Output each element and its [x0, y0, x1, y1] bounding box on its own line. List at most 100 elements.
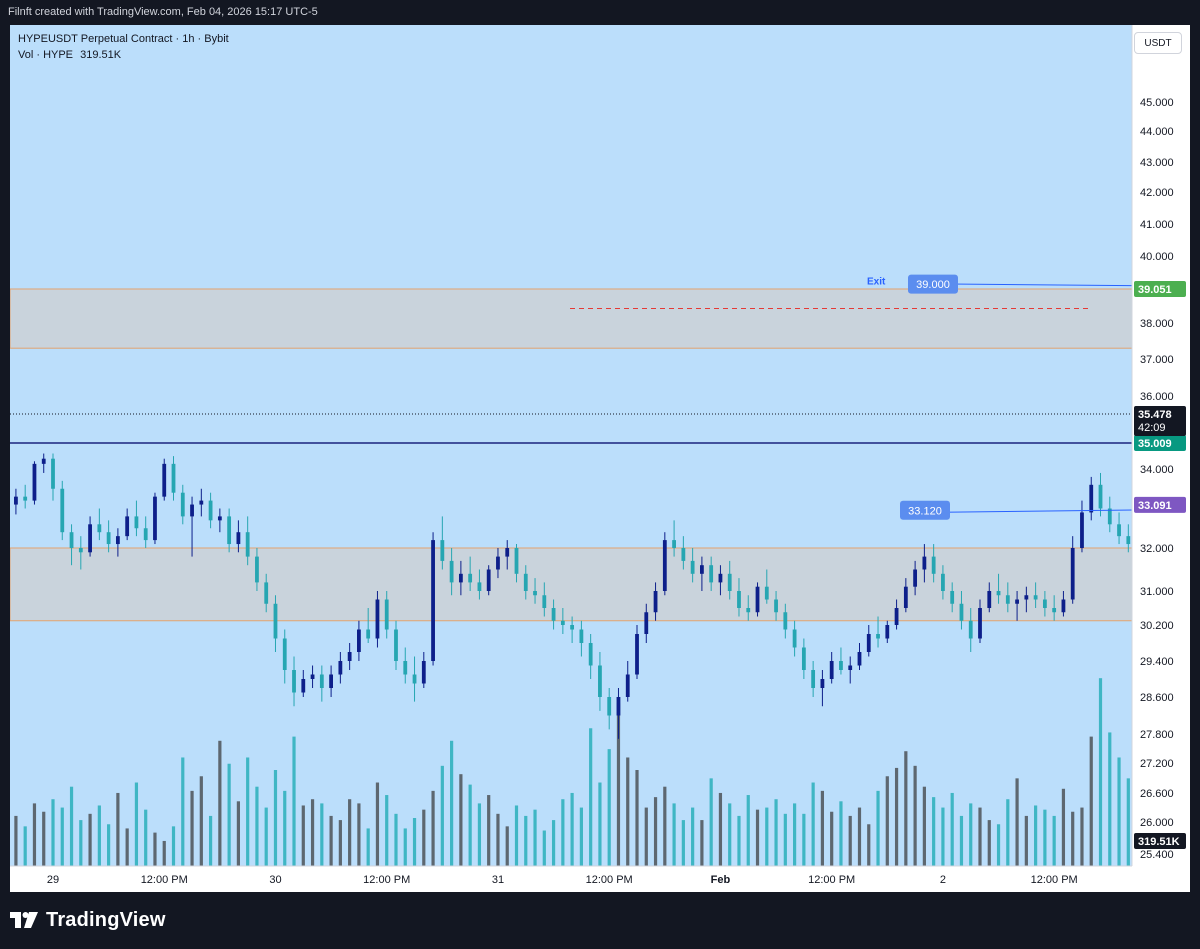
volume-bar — [607, 749, 611, 866]
candle-body — [746, 608, 751, 613]
symbol-title: HYPEUSDT Perpetual Contract · 1h · Bybit — [18, 33, 229, 45]
volume-bar — [904, 751, 908, 866]
candle-body — [319, 674, 324, 688]
candle-body — [282, 638, 287, 670]
volume-bar — [1089, 736, 1093, 866]
support-zone — [10, 547, 1133, 622]
volume-bar — [199, 776, 203, 866]
volume-bar — [876, 790, 880, 866]
volume-bar — [422, 809, 426, 866]
candle-body — [1061, 599, 1066, 613]
candle-body — [866, 634, 871, 652]
candle-body — [1126, 536, 1131, 545]
candle-body — [848, 665, 853, 670]
stop-callout-line — [899, 508, 1190, 514]
candle-body — [1098, 484, 1103, 509]
candle-body — [412, 674, 417, 684]
volume-legend-value: 319.51K — [80, 49, 122, 61]
candle-body — [421, 661, 426, 684]
volume-bar — [746, 795, 750, 866]
volume-bar — [533, 809, 537, 866]
volume-bar — [42, 811, 46, 866]
price-tick-label: 27.800 — [1140, 729, 1174, 741]
volume-bar — [737, 815, 741, 866]
candle-body — [245, 532, 250, 557]
volume-bar — [487, 795, 491, 866]
volume-bar — [283, 790, 287, 866]
volume-bar — [1080, 807, 1084, 866]
tradingview-logo-icon — [10, 912, 38, 928]
candle-body — [403, 661, 408, 675]
candle-body — [134, 516, 139, 529]
volume-bar — [950, 792, 954, 866]
candle-body — [1089, 484, 1094, 513]
volume-bar — [255, 786, 259, 866]
candle-body — [941, 573, 945, 591]
chart-pane[interactable]: 39.000 Exit 33.120 45.000 44.000 43.000 42.000… — [10, 25, 1190, 892]
volume-bar — [107, 824, 111, 866]
time-tick-label: 12:00 PM — [808, 874, 855, 886]
price-tick-label: 37.000 — [1140, 354, 1174, 366]
volume-bar — [848, 815, 852, 866]
candle-body — [616, 697, 621, 716]
volume-bar — [793, 803, 797, 866]
volume-bar — [561, 799, 565, 866]
candle-body — [820, 679, 825, 688]
candle-body — [978, 608, 982, 639]
candle-body — [190, 504, 194, 517]
price-tick-label: 42.000 — [1140, 187, 1174, 199]
candle-body — [264, 582, 269, 604]
candle-body — [653, 591, 658, 613]
candle-body — [635, 634, 639, 675]
volume-bar — [88, 813, 92, 866]
footer-bar — [0, 892, 1200, 949]
candle-body — [394, 629, 398, 661]
volume-bar — [579, 807, 583, 866]
candle-body — [440, 540, 445, 561]
candle-body — [1052, 608, 1057, 613]
volume-bar — [551, 820, 556, 866]
candle-body — [125, 516, 130, 537]
candlestick-chart[interactable]: 39.000 Exit 33.120 45.000 44.000 43.000 42.000… — [10, 25, 1190, 892]
volume-bar — [1015, 778, 1019, 866]
candle-body — [588, 643, 593, 666]
volume-axis-badge-bg — [1134, 833, 1186, 849]
candle-body — [162, 463, 167, 497]
volume-bar — [338, 820, 342, 866]
zone-top-price-badge-bg — [1134, 281, 1186, 297]
volume-bar — [969, 803, 973, 866]
time-tick-label: 2 — [940, 874, 946, 886]
candle-body — [78, 548, 83, 553]
candle-body — [959, 603, 964, 621]
volume-bar — [348, 799, 352, 866]
current-price-badge: 35.478 — [1138, 409, 1172, 421]
candle-body — [857, 652, 862, 666]
volume-bar — [292, 736, 296, 866]
volume-bar — [1098, 678, 1103, 866]
volume-bar — [1052, 815, 1056, 866]
volume-bar — [116, 792, 120, 866]
price-tick-label: 43.000 — [1140, 157, 1174, 169]
volume-bar — [375, 782, 380, 866]
currency-button[interactable]: USDT — [1134, 32, 1182, 54]
candle-body — [255, 556, 259, 583]
candle-body — [542, 595, 547, 608]
volume-bar — [783, 813, 787, 866]
volume-bar — [635, 770, 639, 866]
candle-body — [1070, 548, 1075, 600]
target-callout-line — [909, 283, 1190, 287]
candle-body — [217, 516, 222, 521]
candle-body — [718, 573, 723, 583]
candle-body — [727, 573, 732, 591]
volume-legend-label: Vol · HYPE — [18, 49, 74, 61]
candle-body — [199, 500, 204, 505]
volume-bar — [663, 786, 667, 866]
price-tick-label: 31.000 — [1140, 586, 1174, 598]
candle-body — [523, 573, 528, 591]
candle-body — [792, 629, 797, 648]
candle-body — [950, 591, 955, 604]
candle-body — [347, 652, 352, 661]
candle-body — [755, 586, 760, 613]
candle-body — [598, 665, 602, 697]
volume-bar — [1108, 732, 1112, 866]
